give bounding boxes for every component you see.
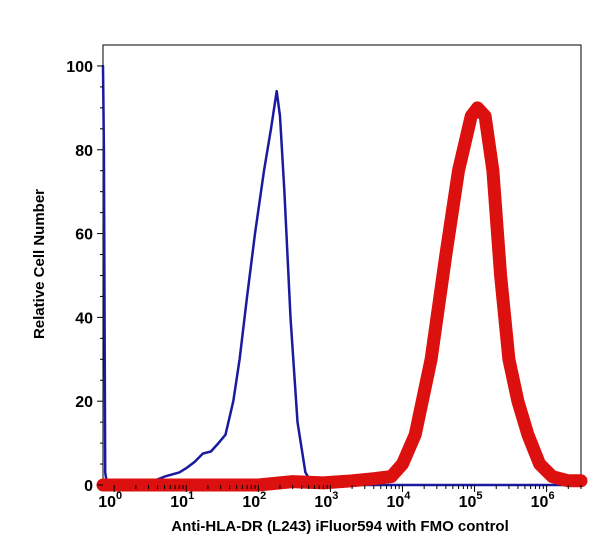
y-tick-label: 60 xyxy=(75,227,93,244)
x-tick-label: 100 xyxy=(98,490,122,511)
x-tick-label: 105 xyxy=(459,490,483,511)
x-tick-label: 102 xyxy=(242,490,266,511)
y-tick-label: 0 xyxy=(84,478,93,495)
y-tick-label: 80 xyxy=(75,143,93,160)
x-axis-title: Anti-HLA-DR (L243) iFluor594 with FMO co… xyxy=(171,518,509,535)
x-tick-label: 106 xyxy=(531,490,555,511)
y-tick-label: 20 xyxy=(75,394,93,411)
x-tick-label: 104 xyxy=(387,490,412,511)
x-tick-label: 101 xyxy=(170,490,194,511)
histogram-series-2 xyxy=(96,101,588,492)
y-tick-label: 100 xyxy=(66,59,93,76)
histogram-series-1 xyxy=(101,64,583,487)
y-tick-label: 40 xyxy=(75,310,93,327)
y-axis-title: Relative Cell Number xyxy=(31,189,48,339)
plot-frame xyxy=(102,44,582,486)
x-tick-label: 103 xyxy=(314,490,338,511)
